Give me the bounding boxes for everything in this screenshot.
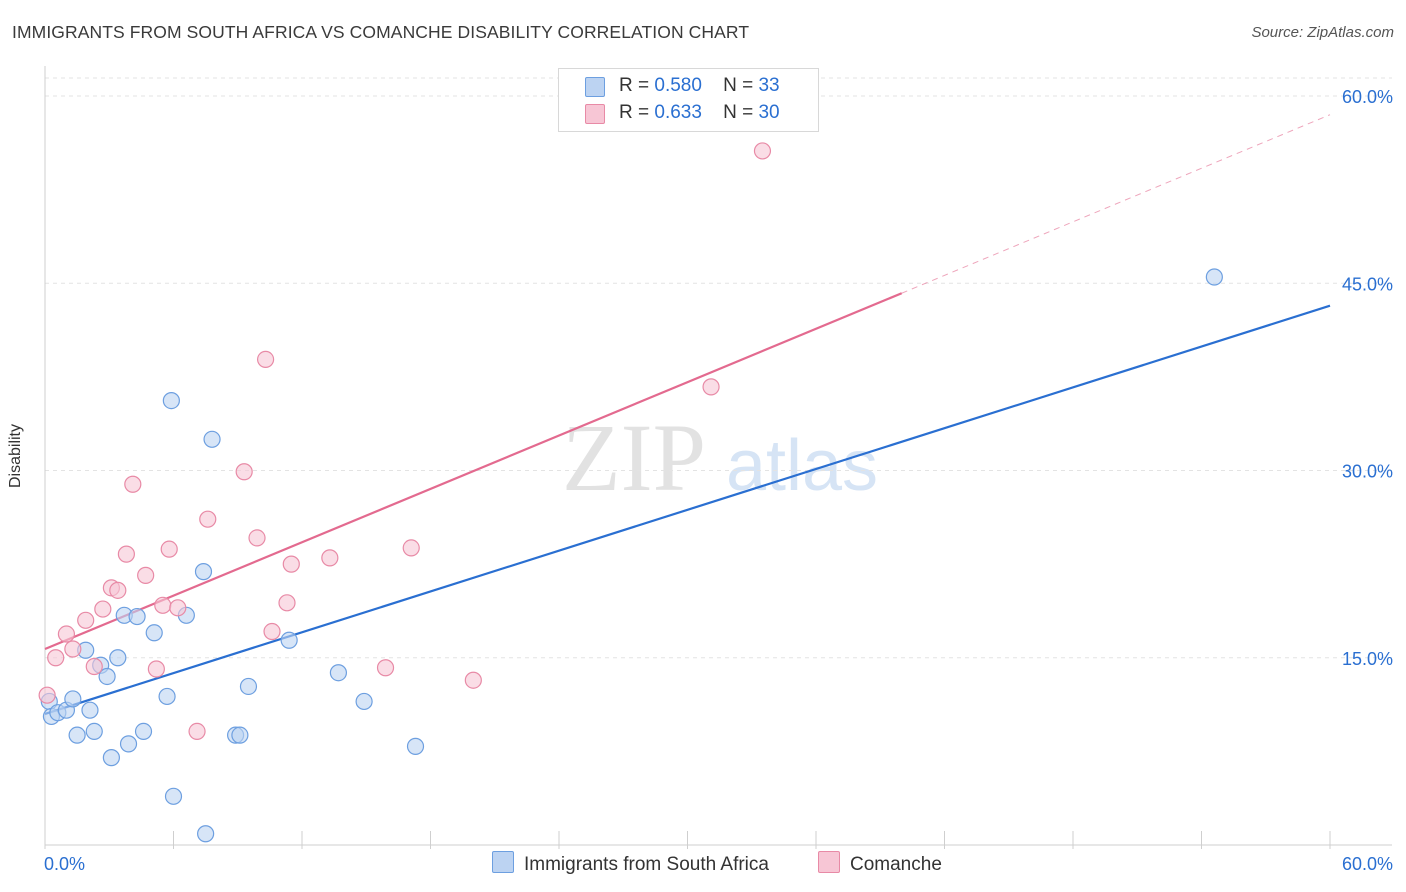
watermark-atlas: atlas xyxy=(726,426,878,506)
point-comanche xyxy=(117,545,135,563)
trend-lines xyxy=(44,114,1331,715)
point-comanche xyxy=(47,649,65,667)
point-south-africa xyxy=(109,649,127,667)
point-comanche xyxy=(321,549,339,567)
point-south-africa xyxy=(85,722,103,741)
grid xyxy=(45,77,1392,659)
chart-source: Source: ZipAtlas.com xyxy=(1251,24,1394,41)
point-comanche xyxy=(124,475,142,493)
point-south-africa xyxy=(81,701,99,719)
point-south-africa xyxy=(98,667,116,686)
y-tick-label: 60.0% xyxy=(1342,87,1393,107)
point-comanche xyxy=(235,463,253,481)
point-comanche xyxy=(702,378,720,396)
y-tick-label: 30.0% xyxy=(1342,462,1393,482)
point-comanche xyxy=(154,596,172,614)
point-south-africa xyxy=(197,825,215,843)
point-comanche xyxy=(188,722,206,741)
legend-stats-south-africa: R = 0.580 N = 33 xyxy=(619,75,780,96)
bottom-legend-swatch-blue xyxy=(492,851,514,873)
point-comanche xyxy=(169,599,187,617)
legend-swatch-blue xyxy=(585,77,605,97)
point-south-africa xyxy=(134,722,153,741)
chart-title: IMMIGRANTS FROM SOUTH AFRICA VS COMANCHE… xyxy=(12,22,750,42)
point-comanche xyxy=(77,611,95,629)
x-tick-label: 0.0% xyxy=(44,854,85,874)
point-comanche xyxy=(256,350,275,368)
point-comanche xyxy=(278,594,296,612)
point-south-africa xyxy=(1205,268,1223,286)
trend-line-comanche xyxy=(44,292,903,651)
point-comanche xyxy=(199,510,217,528)
legend-stats-comanche: R = 0.633 N = 30 xyxy=(619,102,780,123)
point-comanche xyxy=(94,600,112,618)
point-comanche xyxy=(376,659,395,677)
point-south-africa xyxy=(68,726,86,744)
legend-swatch-pink xyxy=(585,104,605,124)
point-south-africa xyxy=(280,631,298,649)
trend-line-extension xyxy=(901,114,1331,294)
point-comanche xyxy=(137,566,155,584)
data-points xyxy=(38,142,1223,843)
point-south-africa xyxy=(203,430,221,448)
point-south-africa xyxy=(102,749,120,767)
point-comanche xyxy=(64,640,82,658)
point-comanche xyxy=(38,686,56,704)
y-tick-label: 45.0% xyxy=(1342,274,1393,294)
point-comanche xyxy=(753,142,772,160)
point-comanche xyxy=(160,540,178,558)
point-south-africa xyxy=(64,690,82,708)
y-tick-label: 15.0% xyxy=(1342,649,1393,669)
watermark-zip: ZIP xyxy=(562,404,706,511)
point-comanche xyxy=(248,529,266,547)
legend: R = 0.580 N = 33 R = 0.633 N = 30 xyxy=(558,68,819,132)
point-comanche xyxy=(109,581,127,599)
point-south-africa xyxy=(145,624,163,642)
point-comanche xyxy=(402,539,420,557)
point-south-africa xyxy=(355,692,373,711)
point-comanche xyxy=(147,660,165,678)
point-south-africa xyxy=(164,787,183,805)
bottom-legend-south-africa: Immigrants from South Africa xyxy=(492,851,769,876)
point-south-africa xyxy=(128,607,146,626)
point-comanche xyxy=(85,657,103,676)
ticks: 15.0% 30.0% 45.0% 60.0% 0.0% 60.0% xyxy=(44,87,1393,874)
point-south-africa xyxy=(194,563,213,581)
point-comanche xyxy=(57,625,76,643)
point-south-africa xyxy=(329,664,348,682)
point-south-africa xyxy=(158,687,176,706)
point-south-africa xyxy=(162,391,180,410)
watermark: ZIP atlas xyxy=(562,404,878,511)
point-south-africa xyxy=(239,677,258,696)
point-comanche xyxy=(263,622,281,641)
bottom-legend-comanche: Comanche xyxy=(818,851,942,876)
bottom-legend-swatch-pink xyxy=(818,851,840,873)
point-comanche xyxy=(282,555,300,573)
point-comanche xyxy=(464,671,482,689)
point-south-africa xyxy=(119,735,138,753)
point-south-africa xyxy=(231,726,249,744)
y-axis-label: Disability xyxy=(7,423,24,489)
point-south-africa xyxy=(406,737,425,755)
trend-line-south-africa xyxy=(44,304,1331,715)
x-tick-label: 60.0% xyxy=(1342,854,1393,874)
